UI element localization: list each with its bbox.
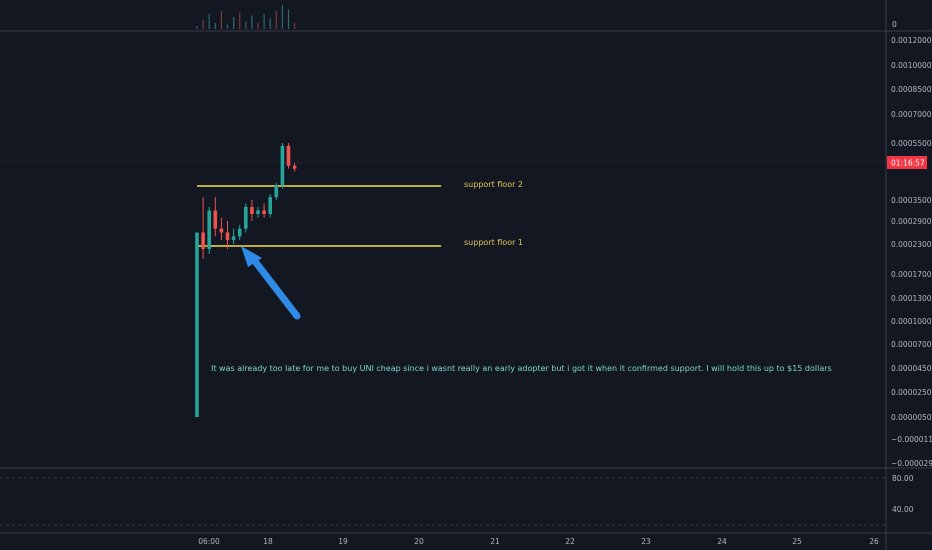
price-tick: 0.00017000 <box>891 270 932 279</box>
price-tick: 0.00035000 <box>891 196 932 205</box>
time-tick: 22 <box>565 537 575 546</box>
price-tick: 0.00100000 <box>891 61 932 70</box>
volume-axis-label: 0 <box>892 20 897 29</box>
candle <box>292 162 297 172</box>
time-tick: 18 <box>263 537 273 546</box>
price-tick: 0.00004500 <box>891 364 932 373</box>
price-axis[interactable]: 0.00120000 0.00100000 0.00085000 0.00070000… <box>891 36 932 468</box>
price-tick: −0.00001100 <box>891 435 932 444</box>
price-tick: 0.00010000 <box>891 317 932 326</box>
volume-bar <box>208 14 210 29</box>
candle <box>195 232 199 417</box>
candle <box>244 203 248 233</box>
price-tick: 0.00023000 <box>891 240 932 249</box>
candle <box>225 221 230 249</box>
price-tick: 0.00002500 <box>891 388 932 397</box>
volume-bar <box>239 12 241 29</box>
candle <box>237 224 242 241</box>
price-tick: 0.00055000 <box>891 139 932 148</box>
volume-bar <box>251 15 253 29</box>
arrow-icon <box>241 246 301 320</box>
candle <box>256 207 260 218</box>
volume-bar <box>294 23 296 29</box>
candle <box>231 228 236 244</box>
volume-bars <box>196 5 296 29</box>
time-tick: 25 <box>792 537 802 546</box>
volume-bar <box>245 21 247 29</box>
time-tick: 26 <box>869 537 879 546</box>
volume-bar <box>196 26 198 29</box>
price-tick: 0.00029000 <box>891 217 932 226</box>
price-tick: 0.00085000 <box>891 85 932 94</box>
volume-bar <box>281 5 283 29</box>
price-tick: −0.00002900 <box>891 459 932 468</box>
time-tick: 23 <box>641 537 651 546</box>
price-tick: 0.00000500 <box>891 413 932 422</box>
volume-bar <box>214 23 216 29</box>
indicator-tick-40: 40.00 <box>892 505 914 514</box>
time-tick: 06:00 <box>198 537 220 546</box>
candle <box>286 143 291 169</box>
support-floor-2-label: support floor 2 <box>464 180 523 189</box>
candle <box>280 143 285 189</box>
candlesticks <box>195 143 297 417</box>
price-tick: 0.00120000 <box>891 36 932 45</box>
time-tick: 24 <box>717 537 727 546</box>
price-tick: 0.00007000 <box>891 340 932 349</box>
candle <box>268 194 272 218</box>
volume-bar <box>263 14 265 29</box>
volume-bar <box>257 23 259 29</box>
support-lines <box>197 185 441 247</box>
volume-bar <box>202 20 204 29</box>
chart-note: It was already too late for me to buy UN… <box>211 364 832 373</box>
price-tick: 0.00013000 <box>891 294 932 303</box>
candle <box>213 197 218 237</box>
price-tick: 0.00070000 <box>891 110 932 119</box>
volume-bar <box>269 18 271 29</box>
candle <box>201 197 205 259</box>
time-tick: 21 <box>490 537 500 546</box>
current-price-time: 01:16:57 <box>891 159 925 168</box>
volume-bar <box>226 24 229 29</box>
volume-bar <box>233 17 235 29</box>
candle <box>207 207 211 254</box>
candle <box>219 217 224 241</box>
time-tick: 20 <box>414 537 424 546</box>
support-floor-1-label: support floor 1 <box>464 238 523 247</box>
current-price-badge: 01:16:57 <box>887 156 927 169</box>
volume-bar <box>275 11 277 29</box>
candle <box>250 200 254 221</box>
volume-bar <box>220 11 222 29</box>
indicator-tick-80: 80.00 <box>892 474 914 483</box>
time-tick: 19 <box>338 537 348 546</box>
volume-bar <box>287 9 290 29</box>
candle <box>262 203 266 218</box>
time-axis[interactable]: 06:00 18 19 20 21 22 23 24 25 26 <box>198 537 879 546</box>
candle <box>274 182 279 200</box>
